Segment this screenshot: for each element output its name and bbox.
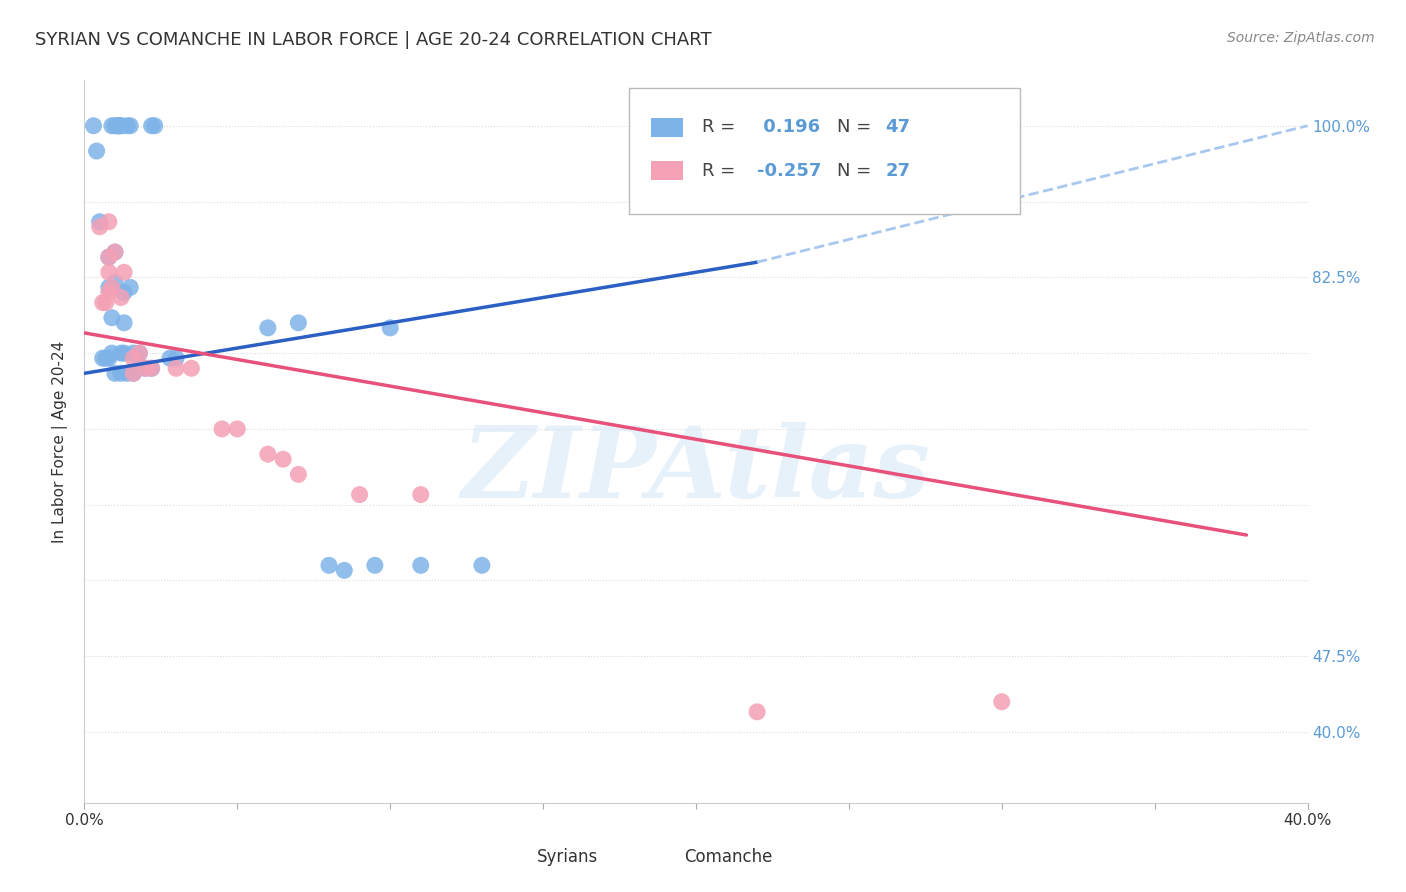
- Point: [97, 250, 120, 264]
- Text: ZIPAtlas: ZIPAtlas: [461, 422, 931, 518]
- Point: [135, 361, 157, 376]
- Point: [104, 276, 127, 290]
- Point: [143, 119, 166, 133]
- Point: [83, 119, 105, 133]
- Point: [287, 316, 309, 330]
- Point: [110, 367, 132, 381]
- Point: [165, 351, 187, 366]
- Point: [991, 695, 1014, 709]
- Point: [110, 119, 132, 133]
- FancyBboxPatch shape: [498, 847, 530, 866]
- Point: [122, 367, 145, 381]
- Point: [409, 558, 432, 573]
- Point: [104, 245, 127, 260]
- Text: 27: 27: [886, 161, 911, 179]
- Text: Syrians: Syrians: [537, 848, 598, 866]
- Point: [349, 487, 371, 501]
- Point: [91, 295, 114, 310]
- Text: R =: R =: [702, 119, 741, 136]
- Point: [97, 351, 120, 366]
- Point: [409, 487, 432, 501]
- Point: [101, 346, 124, 360]
- Point: [110, 346, 132, 360]
- Point: [141, 361, 163, 376]
- Point: [97, 265, 120, 279]
- Y-axis label: In Labor Force | Age 20-24: In Labor Force | Age 20-24: [52, 341, 69, 542]
- FancyBboxPatch shape: [628, 87, 1021, 214]
- Point: [159, 351, 181, 366]
- Point: [364, 558, 387, 573]
- Text: Comanche: Comanche: [683, 848, 772, 866]
- Point: [89, 219, 111, 234]
- Point: [97, 215, 120, 229]
- Point: [97, 250, 120, 264]
- Point: [122, 351, 145, 366]
- Point: [226, 422, 249, 436]
- Point: [128, 361, 150, 376]
- Point: [128, 346, 150, 360]
- Point: [97, 285, 120, 300]
- Point: [122, 346, 145, 360]
- Point: [112, 316, 135, 330]
- Point: [165, 361, 187, 376]
- Point: [94, 295, 117, 310]
- Point: [91, 351, 114, 366]
- Point: [287, 467, 309, 482]
- Point: [94, 351, 117, 366]
- Point: [257, 321, 280, 335]
- Point: [122, 367, 145, 381]
- Point: [471, 558, 494, 573]
- Point: [318, 558, 340, 573]
- Point: [135, 361, 157, 376]
- Point: [104, 119, 127, 133]
- Text: 0.196: 0.196: [758, 119, 820, 136]
- Point: [747, 705, 769, 719]
- Point: [101, 280, 124, 294]
- Point: [101, 310, 124, 325]
- Point: [101, 119, 124, 133]
- Point: [115, 367, 138, 381]
- Point: [110, 291, 132, 305]
- Point: [141, 119, 163, 133]
- Point: [380, 321, 402, 335]
- Point: [112, 265, 135, 279]
- Text: -0.257: -0.257: [758, 161, 821, 179]
- Text: N =: N =: [837, 161, 876, 179]
- Point: [107, 119, 129, 133]
- Point: [257, 447, 280, 461]
- Point: [97, 280, 120, 294]
- Point: [120, 119, 142, 133]
- Point: [112, 346, 135, 360]
- Point: [211, 422, 233, 436]
- Point: [110, 119, 132, 133]
- Text: 47: 47: [886, 119, 911, 136]
- FancyBboxPatch shape: [651, 161, 682, 180]
- Point: [89, 215, 111, 229]
- Text: R =: R =: [702, 161, 741, 179]
- FancyBboxPatch shape: [644, 847, 676, 866]
- Text: Source: ZipAtlas.com: Source: ZipAtlas.com: [1227, 31, 1375, 45]
- FancyBboxPatch shape: [651, 118, 682, 136]
- Point: [86, 144, 108, 158]
- Point: [333, 563, 356, 577]
- Point: [180, 361, 202, 376]
- Point: [112, 285, 135, 300]
- Point: [107, 119, 129, 133]
- Point: [141, 361, 163, 376]
- Point: [104, 367, 127, 381]
- Text: SYRIAN VS COMANCHE IN LABOR FORCE | AGE 20-24 CORRELATION CHART: SYRIAN VS COMANCHE IN LABOR FORCE | AGE …: [35, 31, 711, 49]
- Point: [104, 245, 127, 260]
- Text: N =: N =: [837, 119, 876, 136]
- Point: [271, 452, 294, 467]
- Point: [120, 280, 142, 294]
- Point: [115, 119, 138, 133]
- Point: [128, 346, 150, 360]
- Point: [107, 119, 129, 133]
